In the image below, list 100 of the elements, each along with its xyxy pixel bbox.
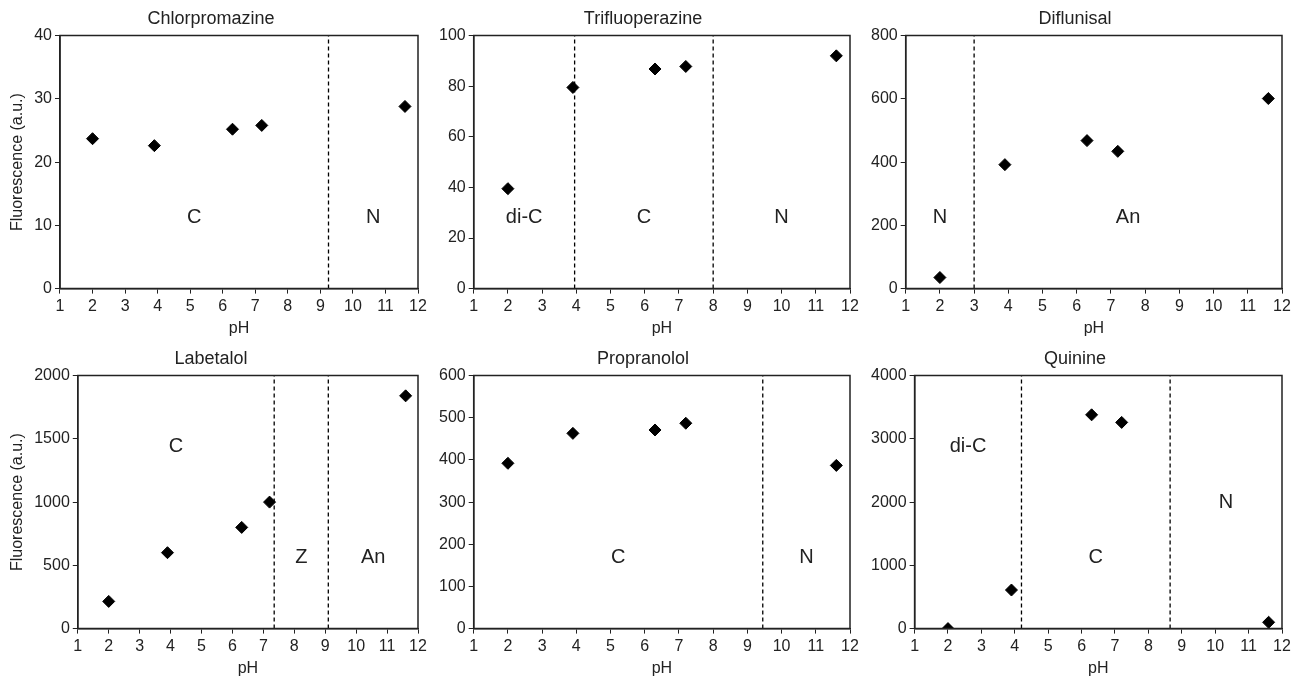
y-tick-label: 40 bbox=[34, 26, 53, 44]
x-tick-label: 12 bbox=[1273, 636, 1291, 654]
x-tick-label: 12 bbox=[841, 296, 859, 314]
y-tick-label: 500 bbox=[43, 555, 70, 573]
point bbox=[255, 118, 269, 132]
x-tick-label: 3 bbox=[969, 296, 979, 314]
point bbox=[1085, 408, 1099, 422]
x-tick-label: 2 bbox=[943, 636, 953, 654]
x-tick-label: 4 bbox=[153, 296, 163, 314]
point bbox=[501, 182, 515, 196]
chart-title: Diflunisal bbox=[1038, 7, 1112, 28]
annotation: N bbox=[1218, 489, 1234, 512]
x-tick-label: 3 bbox=[135, 636, 145, 654]
x-tick-label: 2 bbox=[88, 296, 98, 314]
x-tick-label: 3 bbox=[976, 636, 986, 654]
y-tick-label: 600 bbox=[438, 366, 466, 384]
point bbox=[1261, 92, 1275, 106]
x-tick-label: 11 bbox=[1240, 636, 1258, 654]
annotation: N bbox=[799, 545, 814, 568]
y-tick-label: 2000 bbox=[34, 366, 70, 384]
x-tick-label: 5 bbox=[197, 636, 207, 654]
point bbox=[679, 416, 693, 430]
chart-title: Chlorpromazine bbox=[147, 7, 275, 28]
x-tick-label: 12 bbox=[409, 636, 427, 654]
y-tick-label: 1000 bbox=[34, 492, 70, 510]
x-tick-label: 6 bbox=[218, 296, 228, 314]
x-tick-label: 1 bbox=[901, 296, 911, 314]
x-tick-label: 5 bbox=[606, 636, 616, 654]
x-tick-label: 1 bbox=[73, 636, 83, 654]
x-tick-label: 12 bbox=[1273, 296, 1291, 314]
x-tick-label: 8 bbox=[289, 636, 299, 654]
y-tick-label: 20 bbox=[447, 228, 466, 246]
x-tick-label: 5 bbox=[1043, 636, 1053, 654]
y-tick-label: 400 bbox=[438, 450, 466, 468]
annotation: N bbox=[366, 205, 381, 228]
point bbox=[398, 99, 412, 113]
x-tick-label: 7 bbox=[250, 296, 260, 314]
x-tick-label: 5 bbox=[1038, 296, 1048, 314]
point bbox=[225, 122, 239, 136]
y-tick-label: 1000 bbox=[871, 555, 907, 573]
point bbox=[829, 458, 843, 472]
x-tick-label: 8 bbox=[283, 296, 293, 314]
y-tick-label: 100 bbox=[438, 26, 466, 44]
y-tick-label: 200 bbox=[438, 534, 466, 552]
x-tick-label: 10 bbox=[772, 296, 791, 314]
x-axis-title: pH bbox=[651, 318, 673, 336]
x-tick-label: 2 bbox=[503, 636, 513, 654]
x-tick-label: 9 bbox=[1174, 296, 1184, 314]
point bbox=[102, 594, 116, 608]
y-tick-label: 0 bbox=[456, 279, 466, 297]
x-tick-label: 11 bbox=[807, 636, 825, 654]
x-tick-label: 8 bbox=[1140, 296, 1150, 314]
y-tick-label: 60 bbox=[447, 127, 466, 145]
annotation: An bbox=[360, 545, 386, 568]
x-tick-label: 5 bbox=[606, 296, 616, 314]
x-tick-label: 1 bbox=[910, 636, 920, 654]
annotation: An bbox=[1115, 205, 1141, 228]
x-tick-label: 9 bbox=[742, 636, 752, 654]
x-tick-label: 2 bbox=[935, 296, 945, 314]
x-tick-label: 7 bbox=[674, 296, 684, 314]
chart-title: Quinine bbox=[1043, 347, 1107, 368]
x-tick-label: 9 bbox=[315, 296, 325, 314]
y-axis-title: Fluorescence (a.u.) bbox=[8, 433, 26, 572]
y-axis-title: Fluorescence (a.u.) bbox=[8, 93, 26, 232]
x-axis-title: pH bbox=[228, 318, 250, 336]
y-tick-label: 0 bbox=[60, 619, 70, 637]
annotation: C bbox=[168, 433, 184, 456]
chart-title: Labetalol bbox=[174, 347, 248, 368]
y-tick-label: 200 bbox=[870, 215, 898, 233]
point bbox=[501, 456, 515, 470]
point bbox=[1111, 144, 1125, 158]
annotation: C bbox=[1088, 545, 1104, 568]
point bbox=[566, 80, 580, 94]
x-tick-label: 8 bbox=[1143, 636, 1153, 654]
point bbox=[679, 59, 693, 73]
x-axis-title: pH bbox=[1083, 318, 1105, 336]
x-tick-label: 7 bbox=[674, 636, 684, 654]
point bbox=[998, 158, 1012, 172]
point bbox=[147, 139, 161, 153]
point bbox=[1004, 583, 1018, 597]
y-tick-label: 0 bbox=[897, 619, 907, 637]
y-tick-label: 0 bbox=[888, 279, 898, 297]
x-tick-label: 12 bbox=[409, 296, 427, 314]
x-tick-label: 11 bbox=[807, 296, 825, 314]
point bbox=[648, 423, 662, 437]
annotation: N bbox=[932, 205, 948, 228]
annotation: N bbox=[774, 205, 789, 228]
x-tick-label: 11 bbox=[1239, 296, 1257, 314]
x-tick-label: 5 bbox=[185, 296, 195, 314]
x-axis-title: pH bbox=[651, 658, 673, 676]
x-tick-label: 6 bbox=[1072, 296, 1082, 314]
y-tick-label: 40 bbox=[447, 177, 466, 195]
y-tick-label: 800 bbox=[870, 26, 898, 44]
x-tick-label: 1 bbox=[469, 296, 479, 314]
y-tick-label: 10 bbox=[34, 215, 53, 233]
x-tick-label: 6 bbox=[640, 636, 650, 654]
x-tick-label: 3 bbox=[120, 296, 130, 314]
x-tick-label: 2 bbox=[104, 636, 114, 654]
point bbox=[1115, 415, 1129, 429]
x-tick-label: 1 bbox=[469, 636, 479, 654]
